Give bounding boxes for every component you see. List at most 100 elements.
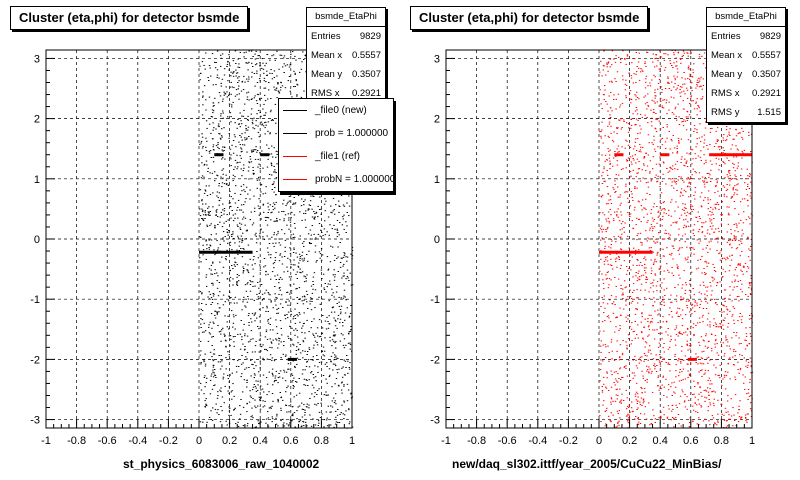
scatter-point [205, 276, 207, 278]
scatter-point [640, 283, 643, 285]
scatter-point [343, 384, 345, 386]
scatter-point [226, 91, 228, 93]
scatter-point [665, 331, 667, 333]
scatter-point [749, 315, 751, 316]
scatter-point [204, 400, 206, 402]
scatter-point [261, 123, 264, 125]
scatter-point [263, 87, 265, 89]
scatter-point [638, 279, 640, 281]
scatter-point [632, 377, 634, 379]
scatter-point [645, 170, 647, 172]
scatter-point [272, 54, 275, 56]
scatter-point [691, 304, 693, 306]
scatter-point [679, 333, 681, 335]
scatter-point [629, 147, 632, 148]
scatter-point [686, 363, 688, 365]
scatter-point [636, 137, 639, 139]
scatter-point [624, 191, 626, 193]
scatter-point [274, 300, 276, 302]
scatter-point [208, 332, 211, 334]
scatter-point [329, 340, 331, 342]
scatter-point [276, 308, 278, 310]
scatter-point [241, 241, 243, 243]
scatter-point [322, 192, 324, 194]
scatter-point [205, 137, 207, 139]
scatter-point [265, 422, 267, 424]
scatter-point [705, 159, 707, 161]
scatter-point [649, 194, 651, 195]
scatter-point [728, 270, 731, 272]
scatter-point [331, 212, 333, 214]
scatter-point [693, 224, 696, 226]
scatter-point [233, 408, 236, 410]
scatter-point [272, 307, 274, 309]
scatter-point [721, 201, 723, 203]
scatter-point [668, 364, 671, 365]
scatter-point [741, 127, 743, 129]
scatter-point [233, 395, 235, 397]
scatter-point [322, 375, 325, 376]
scatter-point [239, 348, 242, 350]
scatter-point [322, 346, 325, 348]
scatter-point [208, 211, 210, 213]
scatter-point [311, 225, 313, 227]
scatter-point [689, 311, 691, 313]
scatter-point [631, 292, 634, 293]
scatter-point [213, 353, 216, 355]
legend-entry-file0: _file0 (new) [279, 99, 393, 122]
scatter-point [635, 82, 637, 83]
x-tick-label: -0.2 [159, 435, 178, 447]
scatter-point [206, 224, 208, 226]
scatter-point [696, 322, 699, 324]
scatter-point [601, 75, 603, 77]
scatter-point [285, 391, 287, 393]
scatter-point [259, 152, 261, 154]
scatter-point [228, 202, 230, 204]
scatter-point [609, 107, 612, 109]
scatter-point [701, 255, 703, 257]
scatter-point [689, 247, 691, 249]
scatter-point [607, 263, 609, 265]
scatter-point [245, 306, 247, 308]
scatter-point [241, 133, 243, 135]
scatter-point [731, 300, 733, 302]
scatter-point [290, 238, 292, 240]
scatter-point [729, 244, 731, 246]
scatter-point [216, 195, 218, 197]
scatter-point [283, 256, 286, 257]
scatter-point [350, 253, 352, 255]
scatter-point [719, 311, 721, 312]
scatter-point [600, 250, 602, 252]
scatter-point [206, 248, 208, 250]
y-tick-label: -2 [30, 354, 40, 366]
scatter-point [266, 305, 268, 307]
left-stats-row-rms-x: RMS x 0.2921 [307, 84, 385, 103]
scatter-point [329, 280, 331, 282]
scatter-point [288, 300, 290, 302]
scatter-point [253, 256, 255, 257]
scatter-point [236, 72, 239, 74]
scatter-point [636, 97, 639, 98]
scatter-point [627, 212, 629, 214]
scatter-point [652, 220, 655, 222]
scatter-point [254, 399, 256, 401]
scatter-point [616, 253, 618, 255]
scatter-point [275, 379, 277, 381]
scatter-point [229, 202, 231, 204]
scatter-point [678, 141, 680, 143]
scatter-point [297, 315, 299, 317]
scatter-point [709, 388, 711, 390]
scatter-point [312, 347, 315, 349]
scatter-point [644, 341, 647, 343]
scatter-point [620, 284, 622, 286]
scatter-point [636, 109, 638, 111]
scatter-point [605, 274, 607, 276]
scatter-point [260, 183, 263, 185]
scatter-point [638, 362, 641, 364]
scatter-point [635, 359, 637, 361]
scatter-point [668, 101, 670, 103]
scatter-point [658, 68, 661, 70]
scatter-point [728, 358, 730, 360]
scatter-point [335, 378, 338, 379]
scatter-point [275, 370, 278, 372]
